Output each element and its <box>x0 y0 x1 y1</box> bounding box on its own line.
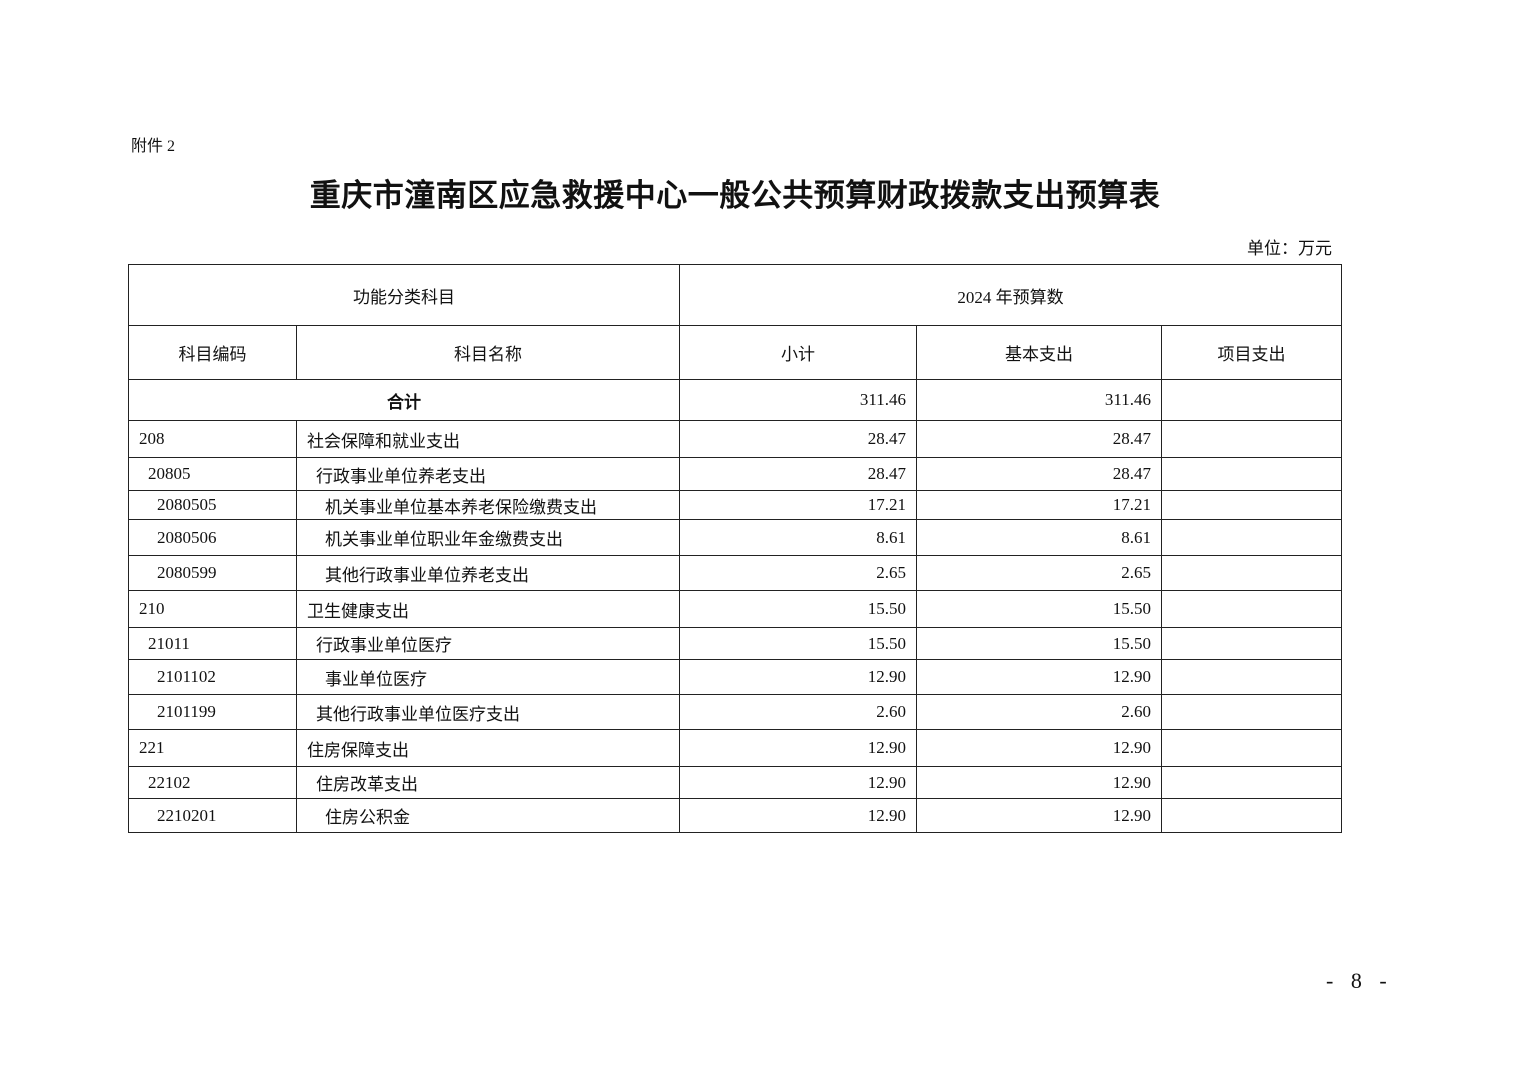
total-project <box>1161 379 1342 421</box>
basic-value: 8.61 <box>916 519 1162 556</box>
header-basic: 基本支出 <box>916 325 1162 380</box>
project-value <box>1161 659 1342 695</box>
table-row: 2101102 事业单位医疗 12.90 12.90 <box>128 659 1342 695</box>
project-value <box>1161 729 1342 767</box>
basic-value: 12.90 <box>916 659 1162 695</box>
table-row: 2101199 其他行政事业单位医疗支出 2.60 2.60 <box>128 694 1342 730</box>
total-basic: 311.46 <box>916 379 1162 421</box>
subject-code: 2080506 <box>128 519 297 556</box>
subject-name: 其他行政事业单位医疗支出 <box>296 694 680 730</box>
subject-code: 2210201 <box>128 798 297 833</box>
total-label: 合计 <box>128 379 680 421</box>
subtotal-value: 28.47 <box>679 420 917 458</box>
project-value <box>1161 798 1342 833</box>
project-value <box>1161 627 1342 660</box>
document-title: 重庆市潼南区应急救援中心一般公共预算财政拨款支出预算表 <box>309 178 1161 213</box>
basic-value: 12.90 <box>916 798 1162 833</box>
total-row: 合计 311.46 311.46 <box>128 379 1342 421</box>
basic-value: 17.21 <box>916 490 1162 520</box>
subtotal-value: 8.61 <box>679 519 917 556</box>
basic-value: 12.90 <box>916 729 1162 767</box>
basic-value: 28.47 <box>916 457 1162 491</box>
subject-name: 机关事业单位基本养老保险缴费支出 <box>296 490 680 520</box>
subtotal-value: 12.90 <box>679 659 917 695</box>
subtotal-value: 28.47 <box>679 457 917 491</box>
table-row: 2080599 其他行政事业单位养老支出 2.65 2.65 <box>128 555 1342 591</box>
basic-value: 2.65 <box>916 555 1162 591</box>
subtotal-value: 12.90 <box>679 766 917 799</box>
subject-name: 住房公积金 <box>296 798 680 833</box>
subject-code: 2080505 <box>128 490 297 520</box>
header-row: 科目编码 科目名称 小计 基本支出 项目支出 <box>128 325 1342 380</box>
table-row: 22102 住房改革支出 12.90 12.90 <box>128 766 1342 799</box>
subject-code: 210 <box>128 590 297 628</box>
project-value <box>1161 590 1342 628</box>
project-value <box>1161 457 1342 491</box>
subject-code: 2101102 <box>128 659 297 695</box>
subject-name: 卫生健康支出 <box>296 590 680 628</box>
subject-code: 208 <box>128 420 297 458</box>
table-row: 2080506 机关事业单位职业年金缴费支出 8.61 8.61 <box>128 519 1342 556</box>
subtotal-value: 2.65 <box>679 555 917 591</box>
group-header-function: 功能分类科目 <box>128 264 680 326</box>
budget-table: 功能分类科目 2024 年预算数 科目编码 科目名称 小计 基本支出 项目支出 … <box>128 264 1342 833</box>
project-value <box>1161 519 1342 556</box>
table-row: 208 社会保障和就业支出 28.47 28.47 <box>128 420 1342 458</box>
subject-code: 2101199 <box>128 694 297 730</box>
header-subtotal: 小计 <box>679 325 917 380</box>
page-number: - 8 - <box>1326 968 1393 993</box>
project-value <box>1161 490 1342 520</box>
subtotal-value: 15.50 <box>679 627 917 660</box>
basic-value: 15.50 <box>916 590 1162 628</box>
project-value <box>1161 694 1342 730</box>
subtotal-value: 2.60 <box>679 694 917 730</box>
subject-name: 住房保障支出 <box>296 729 680 767</box>
group-header-row: 功能分类科目 2024 年预算数 <box>128 264 1342 326</box>
subtotal-value: 12.90 <box>679 729 917 767</box>
subtotal-value: 15.50 <box>679 590 917 628</box>
project-value <box>1161 766 1342 799</box>
basic-value: 2.60 <box>916 694 1162 730</box>
subject-code: 21011 <box>128 627 297 660</box>
group-header-budget: 2024 年预算数 <box>679 264 1342 326</box>
project-value <box>1161 555 1342 591</box>
subject-code: 20805 <box>128 457 297 491</box>
header-project: 项目支出 <box>1161 325 1342 380</box>
subject-code: 2080599 <box>128 555 297 591</box>
subject-name: 行政事业单位养老支出 <box>296 457 680 491</box>
project-value <box>1161 420 1342 458</box>
subject-code: 221 <box>128 729 297 767</box>
subject-name: 社会保障和就业支出 <box>296 420 680 458</box>
header-code: 科目编码 <box>128 325 297 380</box>
basic-value: 12.90 <box>916 766 1162 799</box>
subject-name: 事业单位医疗 <box>296 659 680 695</box>
basic-value: 15.50 <box>916 627 1162 660</box>
table-row: 210 卫生健康支出 15.50 15.50 <box>128 590 1342 628</box>
unit-label: 单位：万元 <box>1247 239 1332 258</box>
subject-name: 机关事业单位职业年金缴费支出 <box>296 519 680 556</box>
table-row: 221 住房保障支出 12.90 12.90 <box>128 729 1342 767</box>
table-row: 2080505 机关事业单位基本养老保险缴费支出 17.21 17.21 <box>128 490 1342 520</box>
header-name: 科目名称 <box>296 325 680 380</box>
subtotal-value: 12.90 <box>679 798 917 833</box>
subject-name: 行政事业单位医疗 <box>296 627 680 660</box>
subtotal-value: 17.21 <box>679 490 917 520</box>
table-row: 2210201 住房公积金 12.90 12.90 <box>128 798 1342 833</box>
subject-code: 22102 <box>128 766 297 799</box>
subject-name: 其他行政事业单位养老支出 <box>296 555 680 591</box>
attachment-label: 附件 2 <box>131 138 176 155</box>
table-row: 20805 行政事业单位养老支出 28.47 28.47 <box>128 457 1342 491</box>
table-row: 21011 行政事业单位医疗 15.50 15.50 <box>128 627 1342 660</box>
total-subtotal: 311.46 <box>679 379 917 421</box>
basic-value: 28.47 <box>916 420 1162 458</box>
subject-name: 住房改革支出 <box>296 766 680 799</box>
